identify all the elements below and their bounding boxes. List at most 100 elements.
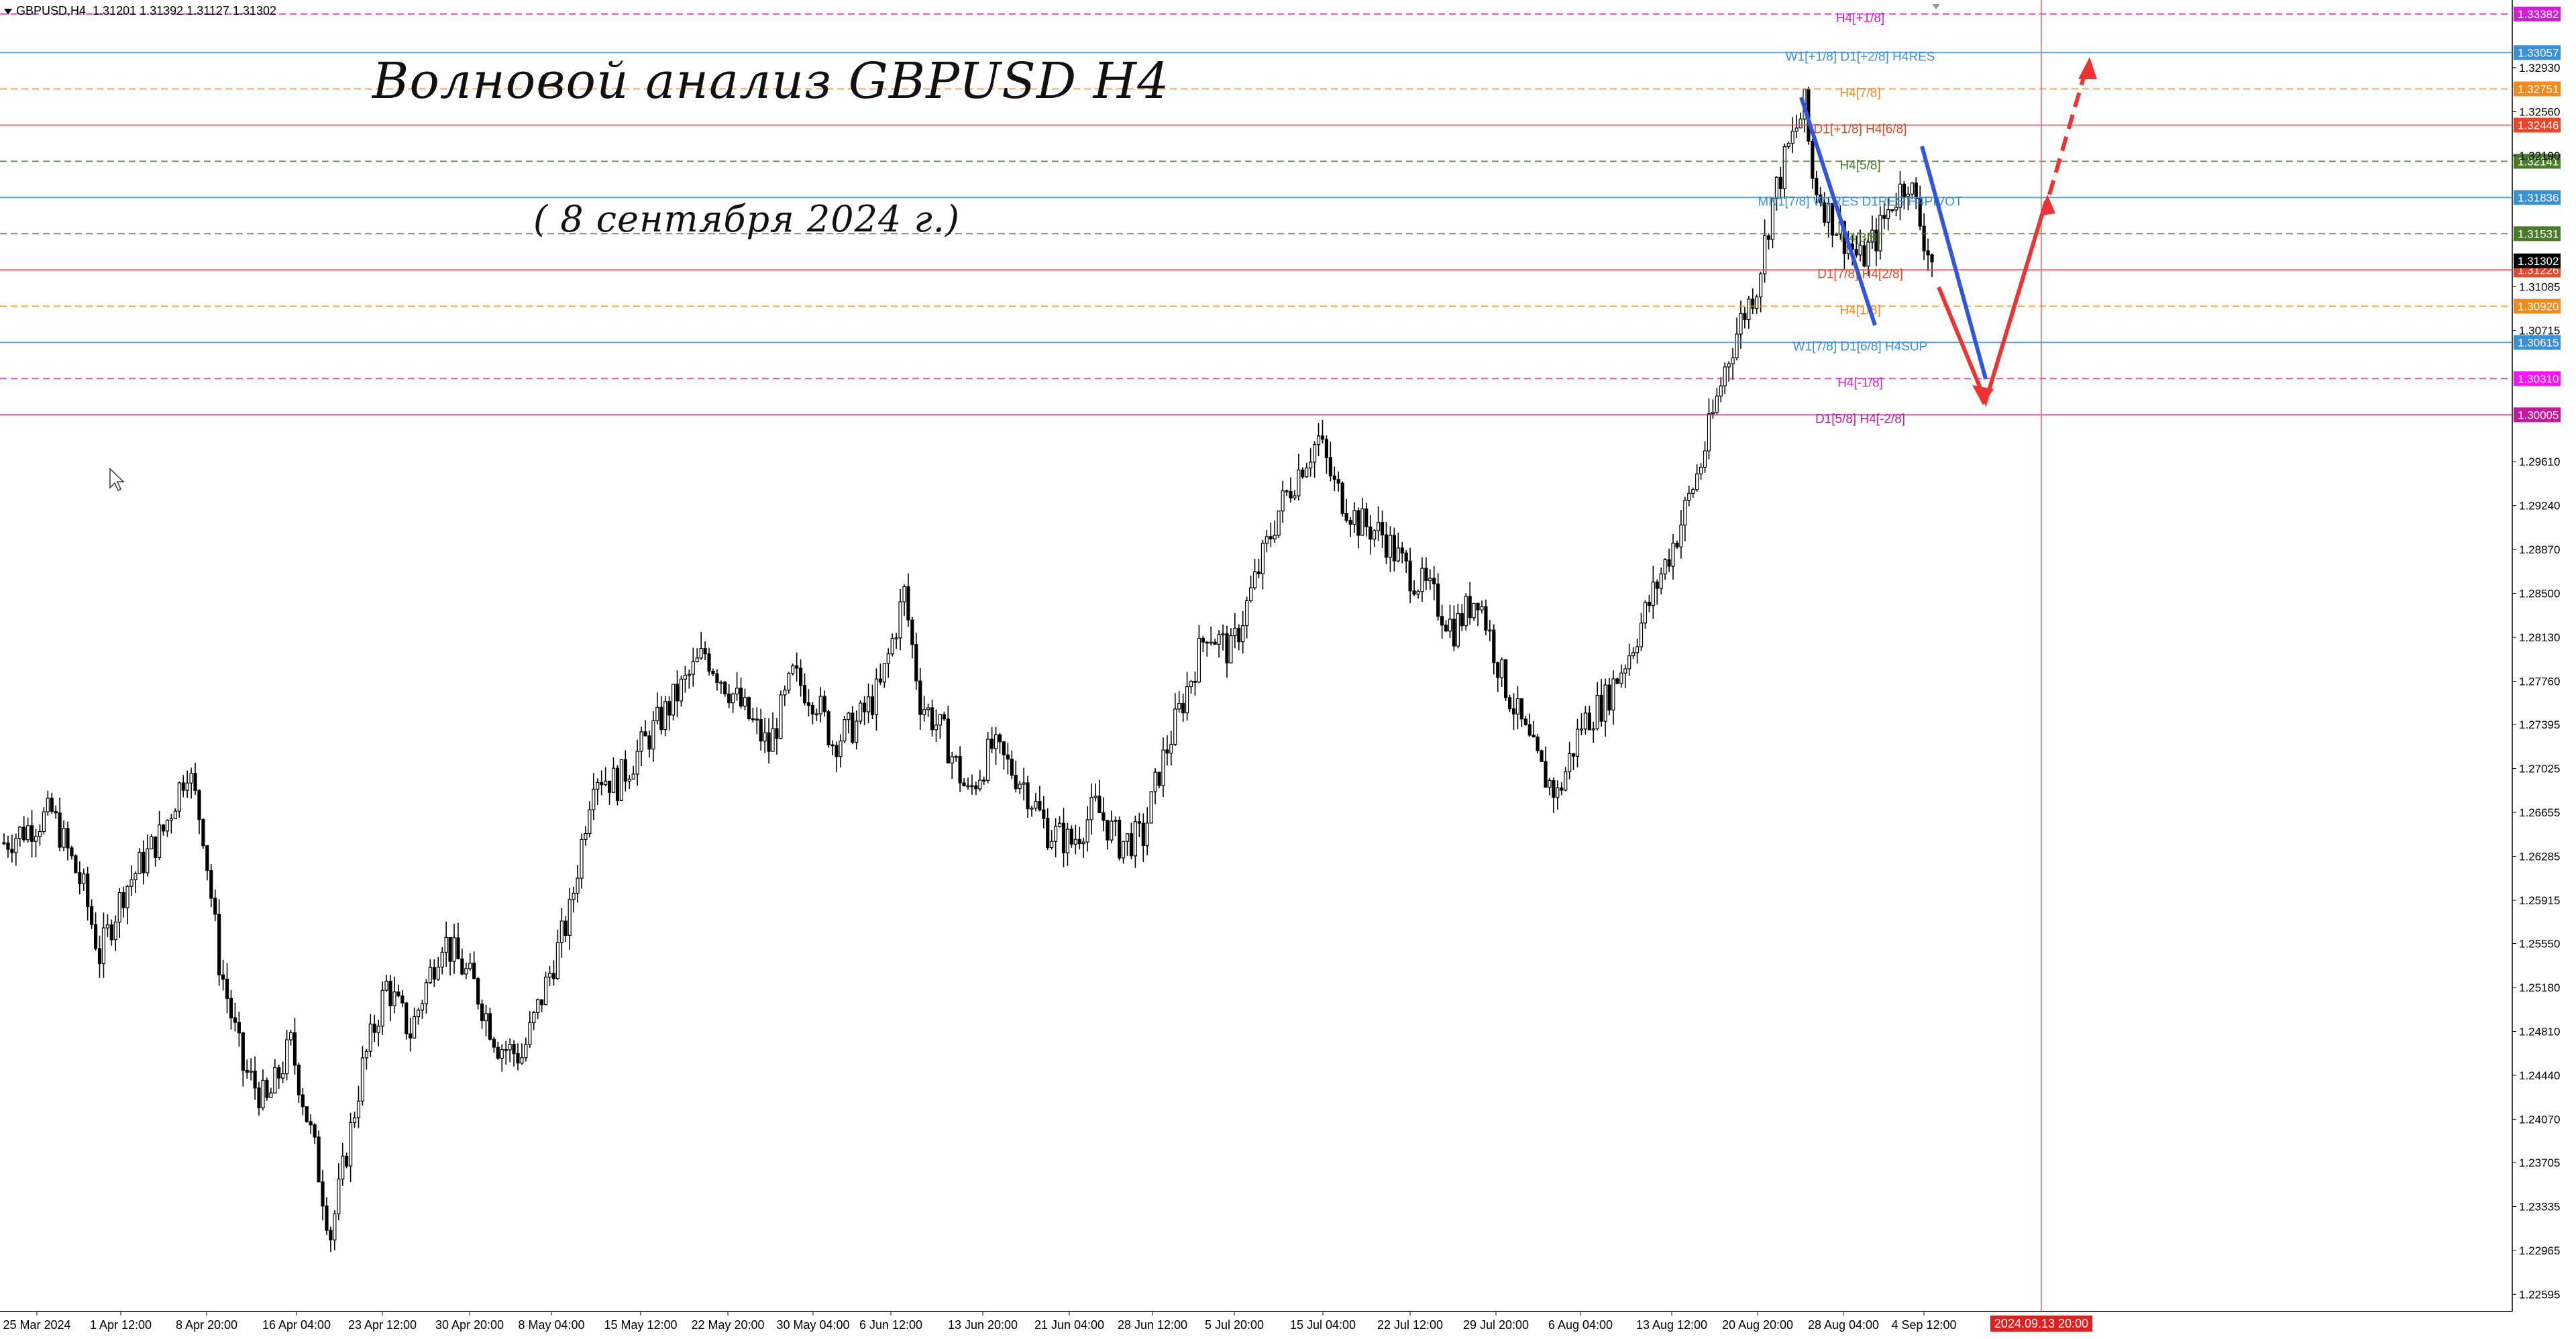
x-tick-label: 25 Mar 2024 bbox=[3, 1318, 70, 1332]
candle-body bbox=[1269, 536, 1273, 539]
candle-body bbox=[543, 976, 548, 1006]
y-tick-label: 1.28500 bbox=[2519, 588, 2560, 600]
x-tick-label: 30 Apr 20:00 bbox=[435, 1318, 504, 1332]
candle-body bbox=[349, 1122, 353, 1167]
candle-body bbox=[1786, 143, 1790, 148]
candle-body bbox=[643, 731, 647, 737]
candle-body bbox=[1404, 552, 1408, 561]
candle-body bbox=[1448, 619, 1452, 632]
candle-body bbox=[1595, 694, 1599, 730]
candle-body bbox=[767, 732, 771, 752]
candle-body bbox=[197, 790, 201, 820]
candle-body bbox=[1548, 780, 1552, 788]
candle-body bbox=[1515, 698, 1520, 715]
candle-body bbox=[727, 693, 731, 704]
candle-body bbox=[26, 825, 30, 841]
candle-body bbox=[1819, 194, 1823, 203]
candle-body bbox=[125, 886, 129, 908]
candle-body bbox=[38, 831, 42, 837]
candle-body bbox=[914, 644, 918, 682]
candle-body bbox=[1118, 820, 1122, 859]
candle-body bbox=[1504, 659, 1508, 698]
candle-body bbox=[1177, 703, 1181, 710]
candle-body bbox=[1687, 492, 1691, 501]
candle-body bbox=[1197, 637, 1201, 683]
level-label: W1[+1/8] D1[+2/8] H4RES bbox=[1786, 50, 1935, 64]
candle-body bbox=[297, 1065, 301, 1095]
symbol-label: GBPUSD,H4 bbox=[16, 4, 87, 17]
candle-body bbox=[1739, 313, 1743, 335]
candle-body bbox=[851, 712, 855, 743]
candle-body bbox=[484, 1013, 488, 1022]
level-label: H4[7/8] bbox=[1839, 87, 1880, 101]
candle-body bbox=[663, 701, 667, 731]
candle-body bbox=[376, 1026, 380, 1033]
x-tick-label: 15 Jul 04:00 bbox=[1290, 1318, 1356, 1332]
candle-body bbox=[1583, 712, 1587, 730]
candle-body bbox=[1667, 559, 1671, 567]
y-tick-label: 1.32190 bbox=[2519, 150, 2560, 162]
candle-body bbox=[1591, 728, 1595, 731]
candle-body bbox=[337, 1178, 341, 1215]
candle-body bbox=[747, 697, 751, 719]
candle-body bbox=[341, 1155, 345, 1180]
candle-body bbox=[1460, 613, 1464, 627]
candle-body bbox=[480, 1004, 484, 1022]
candle-body bbox=[691, 661, 695, 675]
candle-body bbox=[1141, 822, 1145, 847]
candle-body bbox=[822, 696, 826, 712]
candle-body bbox=[1691, 489, 1695, 494]
level-price-text: 1.30920 bbox=[2518, 300, 2559, 313]
candle-body bbox=[524, 1044, 528, 1059]
candle-body bbox=[1205, 641, 1209, 644]
candle-body bbox=[1519, 698, 1523, 720]
candle-body bbox=[536, 999, 540, 1014]
candle-body bbox=[109, 924, 113, 941]
candle-body bbox=[723, 682, 727, 695]
candle-body bbox=[998, 734, 1002, 743]
candle-body bbox=[1022, 782, 1026, 785]
candle-body bbox=[651, 720, 655, 750]
y-tick-label: 1.28130 bbox=[2519, 631, 2560, 644]
candle-body bbox=[1316, 435, 1321, 445]
candle-body bbox=[1237, 627, 1241, 643]
candle-body bbox=[193, 773, 197, 791]
candle-body bbox=[600, 782, 604, 786]
level-price-text: 1.30615 bbox=[2518, 336, 2559, 349]
candle-body bbox=[464, 968, 468, 975]
candle-body bbox=[333, 1213, 337, 1240]
candle-body bbox=[269, 1092, 273, 1098]
candle-body bbox=[671, 684, 676, 716]
candle-body bbox=[1564, 771, 1568, 791]
y-tick-label: 1.27025 bbox=[2519, 763, 2560, 775]
candle-body bbox=[1926, 250, 1930, 256]
candle-body bbox=[34, 836, 38, 842]
candle-body bbox=[655, 706, 659, 721]
candle-body bbox=[1273, 535, 1277, 539]
x-tick-label: 16 Apr 04:00 bbox=[262, 1318, 331, 1332]
candle-body bbox=[1651, 582, 1655, 606]
candle-body bbox=[416, 1010, 421, 1018]
candle-body bbox=[795, 665, 799, 669]
candle-body bbox=[277, 1067, 281, 1079]
chevron-down-icon[interactable] bbox=[4, 8, 12, 15]
candle-body bbox=[58, 812, 62, 848]
candle-body bbox=[1213, 641, 1217, 645]
level-label: H4[5/8] bbox=[1839, 158, 1880, 172]
candle-body bbox=[1046, 818, 1050, 849]
candle-body bbox=[405, 1002, 409, 1034]
candle-body bbox=[1149, 791, 1153, 824]
candle-body bbox=[129, 879, 133, 887]
candle-body bbox=[18, 826, 22, 839]
candle-body bbox=[1770, 198, 1775, 240]
candle-body bbox=[1241, 625, 1245, 643]
candle-body bbox=[1727, 363, 1731, 368]
candle-body bbox=[1165, 749, 1169, 754]
candle-body bbox=[1225, 633, 1229, 663]
candle-body bbox=[1874, 229, 1878, 252]
level-price-badge bbox=[2514, 154, 2561, 169]
candle-body bbox=[1790, 130, 1794, 144]
y-tick-label: 1.31085 bbox=[2519, 280, 2560, 293]
